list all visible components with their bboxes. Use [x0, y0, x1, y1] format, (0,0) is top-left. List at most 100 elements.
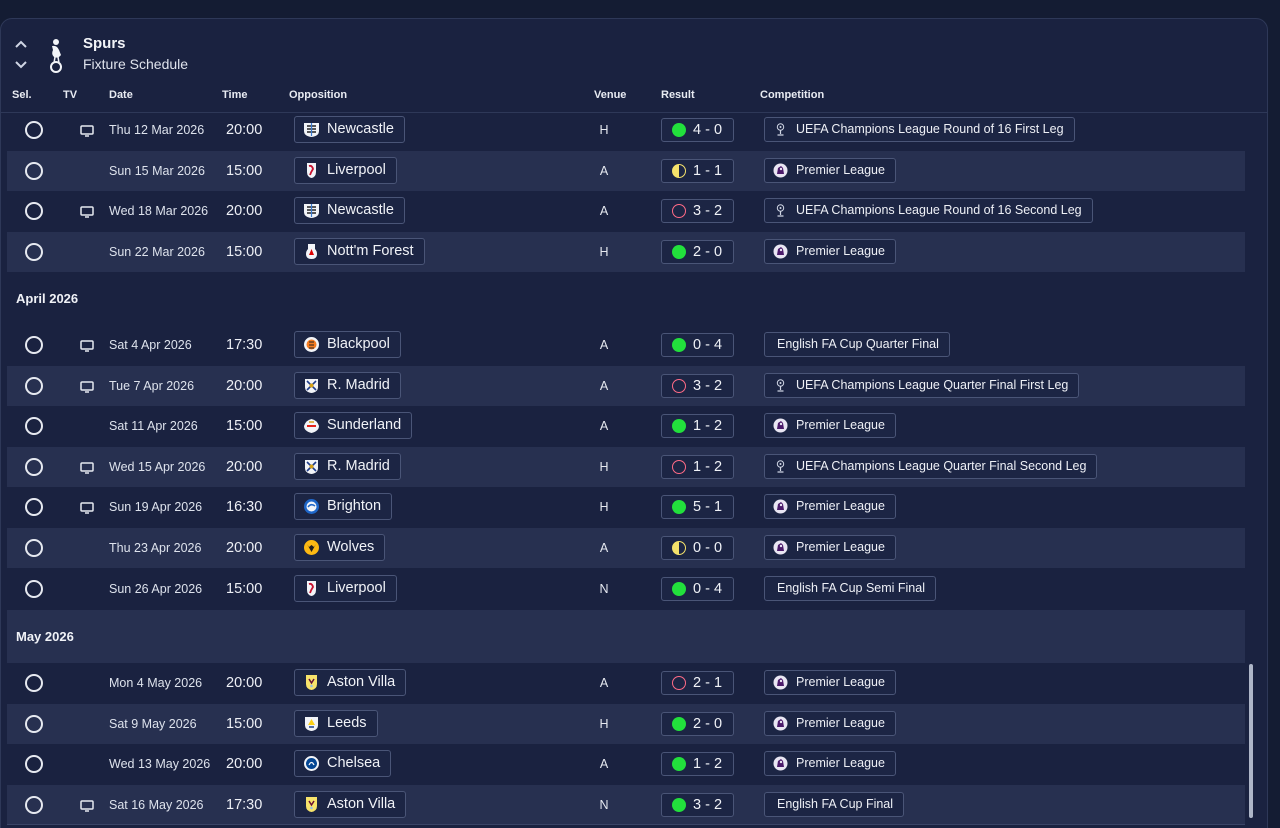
opposition-button[interactable]: Blackpool — [294, 331, 401, 358]
win-indicator-icon — [672, 581, 686, 596]
column-header-opposition[interactable]: Opposition — [289, 89, 348, 101]
fixture-venue: A — [599, 163, 609, 178]
result-button[interactable]: 3 - 2 — [661, 199, 734, 224]
result-button[interactable]: 1 - 2 — [661, 752, 734, 777]
fixture-row[interactable]: Wed 15 Apr 2026 20:00 R. Madrid H 1 - 2 UEFA … — [7, 446, 1245, 487]
column-header-competition[interactable]: Competition — [760, 89, 825, 101]
competition-button[interactable]: Premier League — [764, 751, 896, 777]
result-button[interactable]: 3 - 2 — [661, 792, 734, 817]
select-radio[interactable] — [25, 457, 43, 476]
newcastle-crest-icon — [303, 202, 320, 219]
opposition-button[interactable]: Newcastle — [294, 116, 405, 143]
competition-button[interactable]: Premier League — [764, 413, 896, 439]
result-button[interactable]: 3 - 2 — [661, 373, 734, 398]
result-button[interactable]: 1 - 1 — [661, 158, 734, 183]
select-radio[interactable] — [25, 579, 43, 598]
competition-button[interactable]: Premier League — [764, 710, 896, 736]
column-header-sel[interactable]: Sel. — [12, 89, 32, 101]
opposition-button[interactable]: Brighton — [294, 493, 393, 521]
loss-indicator-icon — [672, 676, 686, 690]
fixture-row[interactable]: Sat 11 Apr 2026 15:00 Sunderland A 1 - 2 Prem… — [7, 406, 1245, 446]
result-button[interactable]: 5 - 1 — [661, 495, 734, 520]
fixture-row[interactable]: Tue 7 Apr 2026 20:00 R. Madrid A 3 - 2 UEFA C… — [7, 365, 1245, 406]
fixture-row[interactable]: Wed 18 Mar 2026 20:00 Newcastle A 3 - 2 UEFA … — [7, 191, 1245, 231]
competition-button[interactable]: English FA Cup Final — [764, 791, 905, 817]
fixture-row[interactable]: Mon 4 May 2026 20:00 Aston Villa A 2 - 1 Prem… — [7, 663, 1245, 703]
result-button[interactable]: 1 - 2 — [661, 454, 734, 479]
opposition-button[interactable]: Aston Villa — [294, 669, 407, 696]
competition-button[interactable]: English FA Cup Quarter Final — [764, 332, 950, 357]
opposition-name: Newcastle — [327, 202, 394, 219]
result-button[interactable]: 2 - 0 — [661, 239, 734, 264]
result-button[interactable]: 2 - 1 — [661, 671, 734, 695]
fixture-date: Sun 26 Apr 2026 — [109, 581, 203, 596]
select-radio[interactable] — [25, 714, 43, 733]
fixture-row[interactable]: Sat 16 May 2026 17:30 Aston Villa N 3 - 2 Eng… — [7, 784, 1245, 825]
select-radio[interactable] — [25, 498, 43, 517]
opposition-button[interactable]: Newcastle — [294, 197, 405, 225]
competition-button[interactable]: UEFA Champions League Quarter Final Firs… — [764, 372, 1080, 398]
opposition-button[interactable]: R. Madrid — [294, 452, 401, 480]
select-radio[interactable] — [25, 417, 43, 436]
opposition-button[interactable]: Leeds — [294, 709, 378, 737]
column-header-time[interactable]: Time — [222, 89, 248, 101]
fixture-row[interactable]: Thu 12 Mar 2026 20:00 Newcastle H 4 - 0 UEFA … — [7, 110, 1245, 150]
column-header-date[interactable]: Date — [109, 89, 133, 101]
select-radio[interactable] — [25, 242, 43, 261]
result-button[interactable]: 2 - 0 — [661, 711, 734, 736]
chevron-down-icon[interactable] — [14, 60, 28, 70]
opposition-button[interactable]: Nott'm Forest — [294, 237, 425, 265]
select-radio[interactable] — [25, 755, 43, 774]
draw-indicator-icon — [672, 163, 686, 178]
fixture-row[interactable]: Wed 13 May 2026 20:00 Chelsea A 1 - 2 Premier… — [7, 744, 1245, 784]
fixture-row[interactable]: Sat 9 May 2026 15:00 Leeds H 2 - 0 Premier Le… — [7, 703, 1245, 744]
result-button[interactable]: 0 - 4 — [661, 333, 734, 357]
opposition-button[interactable]: Wolves — [294, 534, 386, 561]
fixture-row[interactable]: Sun 19 Apr 2026 16:30 Brighton H 5 - 1 Premie… — [7, 487, 1245, 527]
competition-button[interactable]: UEFA Champions League Round of 16 Second… — [764, 198, 1093, 224]
fixture-row[interactable]: Sat 4 Apr 2026 17:30 Blackpool A 0 - 4 Englis… — [7, 325, 1245, 365]
result-button[interactable]: 0 - 0 — [661, 536, 734, 560]
fixture-venue: A — [599, 204, 609, 219]
competition-button[interactable]: Premier League — [764, 494, 896, 520]
competition-name: Premier League — [796, 162, 885, 177]
premier-league-icon — [773, 244, 788, 259]
opposition-button[interactable]: Aston Villa — [294, 790, 407, 818]
competition-button[interactable]: UEFA Champions League Round of 16 First … — [764, 117, 1075, 142]
competition-button[interactable]: UEFA Champions League Quarter Final Seco… — [764, 453, 1098, 479]
competition-button[interactable]: Premier League — [764, 670, 896, 695]
opposition-button[interactable]: Liverpool — [294, 156, 397, 184]
opposition-button[interactable]: Chelsea — [294, 750, 392, 778]
competition-button[interactable]: Premier League — [764, 157, 896, 183]
competition-name: Premier League — [796, 418, 885, 433]
result-button[interactable]: 0 - 4 — [661, 576, 734, 601]
opposition-button[interactable]: Sunderland — [294, 412, 413, 440]
select-radio[interactable] — [25, 376, 43, 395]
opposition-button[interactable]: R. Madrid — [294, 371, 401, 399]
select-radio[interactable] — [25, 539, 43, 557]
competition-button[interactable]: Premier League — [764, 238, 896, 264]
competition-button[interactable]: English FA Cup Semi Final — [764, 575, 936, 601]
select-radio[interactable] — [25, 202, 43, 221]
select-radio[interactable] — [25, 161, 43, 180]
fixture-row[interactable]: Thu 23 Apr 2026 20:00 Wolves A 0 - 0 Premier … — [7, 528, 1245, 568]
column-header-tv[interactable]: TV — [63, 89, 78, 101]
result-button[interactable]: 1 - 2 — [661, 414, 734, 439]
sunderland-crest-icon — [303, 417, 320, 434]
column-header-result[interactable]: Result — [661, 89, 695, 101]
competition-button[interactable]: Premier League — [764, 535, 896, 560]
column-header-venue[interactable]: Venue — [594, 89, 627, 101]
result-button[interactable]: 4 - 0 — [661, 118, 734, 142]
chevron-up-icon[interactable] — [14, 39, 28, 49]
select-radio[interactable] — [25, 121, 43, 139]
header-divider — [0, 112, 1268, 113]
select-radio[interactable] — [25, 674, 43, 692]
fixture-row[interactable]: Sun 15 Mar 2026 15:00 Liverpool A 1 - 1 Premi… — [7, 150, 1245, 191]
select-radio[interactable] — [25, 336, 43, 354]
fixture-row[interactable]: Sun 26 Apr 2026 15:00 Liverpool N 0 - 4 Engli… — [7, 569, 1245, 609]
opposition-button[interactable]: Liverpool — [294, 574, 397, 602]
select-radio[interactable] — [25, 795, 43, 814]
fixture-row[interactable]: Sun 22 Mar 2026 15:00 Nott'm Forest H 2 - 0 P… — [7, 231, 1245, 272]
scrollbar[interactable] — [1249, 664, 1253, 818]
forest-crest-icon — [303, 243, 320, 260]
